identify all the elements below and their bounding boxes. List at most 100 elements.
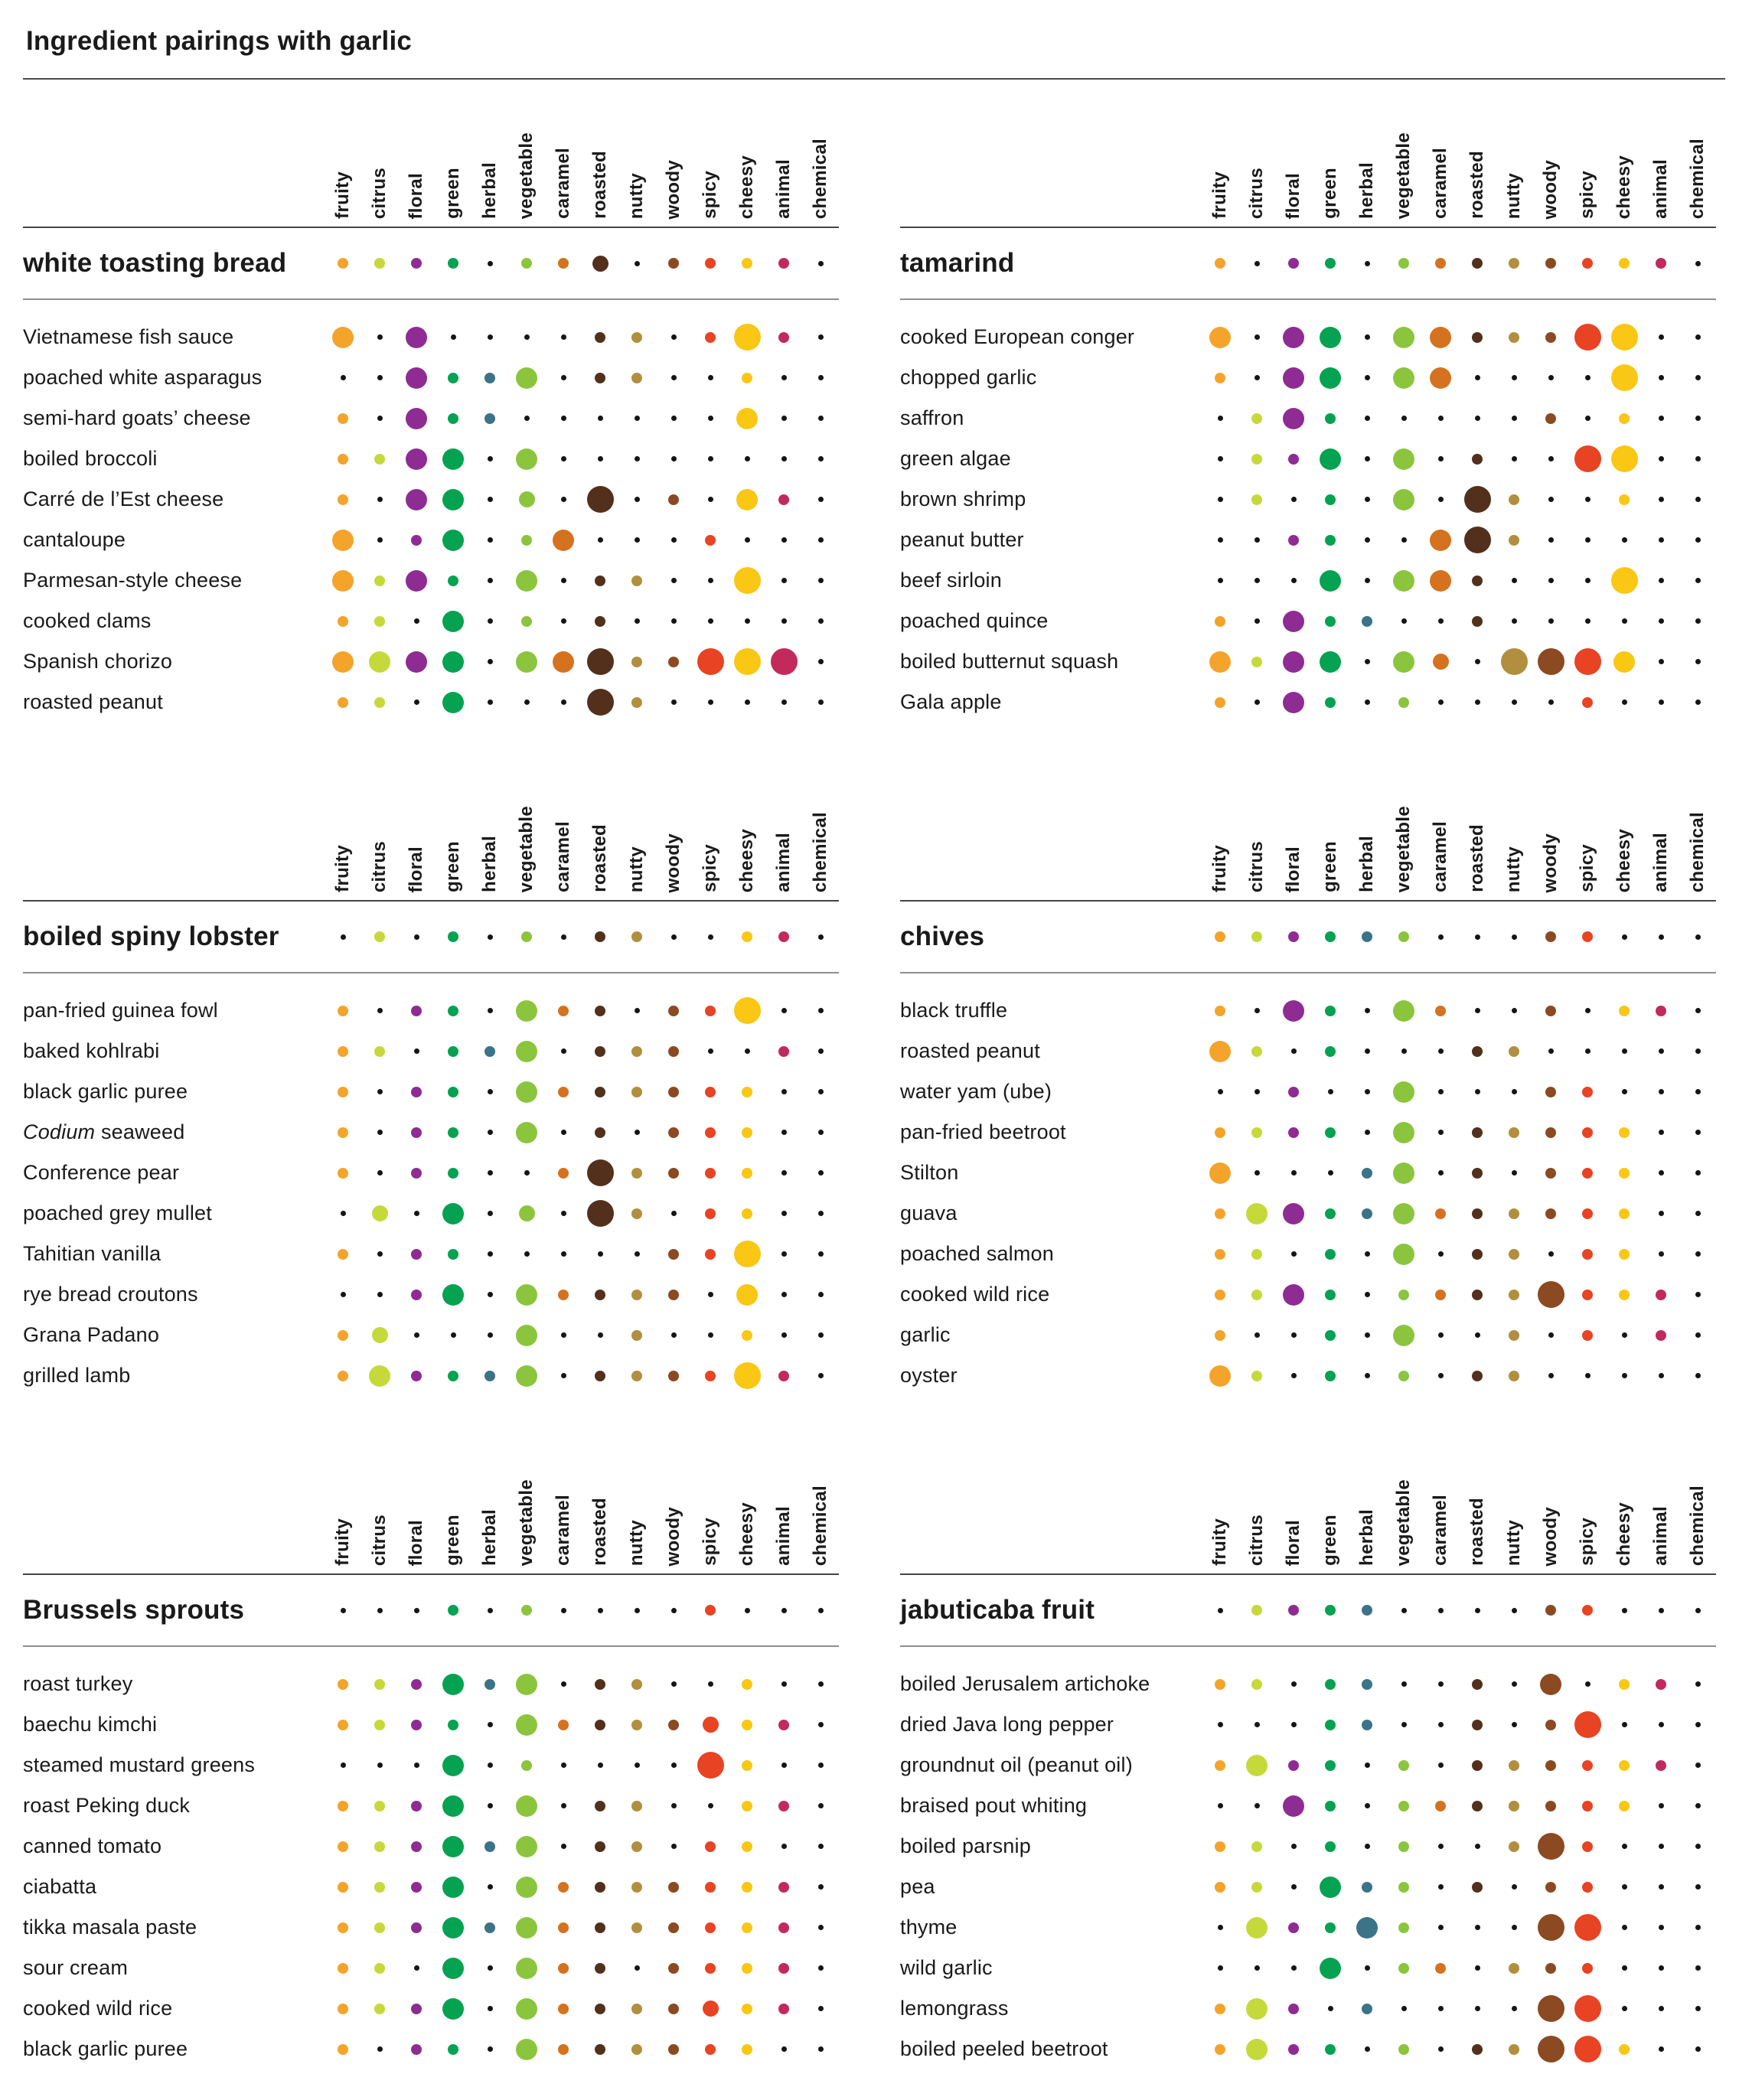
dot-cell-caramel [1422,1048,1459,1054]
row-label: groundnut oil (peanut oil) [900,1753,1133,1776]
dot-cell-woody [655,2043,692,2055]
vegetable-dot [1393,1121,1414,1143]
woody-dot [670,1211,677,1216]
chemical-dot [817,699,824,705]
dot-cell-floral [1275,1170,1312,1176]
woody-dot [1545,1800,1556,1811]
cheesy-dot [1619,2043,1630,2055]
category-cell-nutty: nutty [1496,173,1532,219]
category-cell-floral: floral [1275,1520,1312,1566]
dot-cell-spicy [692,1803,729,1808]
roasted-dot [1472,1045,1483,1057]
dot-cell-chemical [802,456,839,461]
dot-cell-nutty [1496,534,1532,546]
dot-cell-caramel [1422,1130,1459,1135]
dot-cell-vegetable [508,1205,545,1221]
dot-cell-animal [1643,1678,1679,1690]
dot-cell-citrus [361,2003,398,2014]
dot-cell-chemical [802,1373,839,1378]
cheesy-dot [1621,618,1627,624]
dot-cell-fruity [325,1211,361,1216]
category-cell-animal: animal [1643,159,1679,219]
dot-cell-nutty [1496,648,1532,675]
dot-cell-woody [655,1922,692,1933]
category-cell-roasted: roasted [1459,824,1496,892]
dot-cell-nutty [618,656,655,667]
dot-cell-caramel [545,1251,582,1257]
dot-cell-animal [765,375,802,380]
table-row: pan-fried beetroot [900,1112,1716,1153]
woody-dot [1545,1086,1556,1097]
roasted-dot [1474,1089,1480,1094]
dot-cell-caramel [545,578,582,583]
dot-cell-green [1312,1759,1349,1771]
category-cell-chemical: chemical [1679,139,1716,219]
herbal-dot [1362,1719,1372,1730]
dot-cell-spicy [1569,1711,1606,1738]
table-row: ciabatta [23,1867,839,1907]
dot-cell-chemical [1679,1008,1716,1013]
dot-cell-animal [765,1170,802,1176]
herbal-dot [487,1884,493,1890]
dot-cell-floral [398,1086,435,1097]
dot-cell-herbal [471,334,508,340]
woody-dot [668,1045,679,1057]
caramel-dot [1437,2046,1444,2052]
dot-cell-herbal [471,1607,508,1613]
dot-cell-vegetable [508,367,545,389]
chemical-dot [1695,1292,1701,1297]
spicy-dot [1582,931,1593,942]
chemical-dot [817,659,824,664]
dot-cell-herbal [1349,497,1385,502]
woody-dot [1545,1127,1556,1138]
cheesy-dot [1610,445,1638,472]
floral-dot [413,1607,419,1613]
dot-cell-spicy [692,1248,729,1260]
dot-cell-caramel [545,375,582,380]
caramel-dot [558,1922,569,1933]
title-divider [23,78,1725,80]
dot-cell-animal [1643,1170,1679,1176]
category-label-woody: woody [1540,159,1561,220]
fruity-dot [338,615,348,627]
row-label: braised pout whiting [900,1794,1088,1817]
dot-cell-fruity [325,1800,361,1811]
spicy-dot [1584,375,1591,380]
dot-cell-spicy [692,258,729,269]
citrus-dot [1254,578,1260,583]
woody-dot [1548,578,1554,583]
dot-cell-cheesy [1606,412,1643,424]
row-label: pan-fried guinea fowl [23,999,218,1022]
dot-cell-nutty [618,696,655,708]
dot-cell-citrus [361,537,398,543]
dot-cell-caramel [545,1086,582,1097]
woody-dot [1545,1005,1556,1016]
category-cell-green: green [1312,841,1349,892]
floral-dot [1283,326,1304,348]
floral-dot [1288,931,1299,942]
cheesy-dot [1621,1965,1627,1971]
dot-cell-caramel [1422,1005,1459,1016]
woody-dot [670,1607,677,1613]
spicy-dot [705,2043,716,2055]
dot-cell-vegetable [1385,1370,1422,1381]
citrus-dot [374,931,385,942]
dot-cell-citrus [1238,1089,1275,1094]
dot-cell-citrus [361,1205,398,1221]
cheesy-dot [742,1841,752,1852]
roasted-dot [597,456,603,461]
dot-cell-chemical [802,334,839,340]
dot-cell-vegetable [1385,448,1422,470]
green-dot [1325,1370,1336,1381]
row-label: black garlic puree [23,1080,188,1103]
dot-cell-roasted [1459,699,1496,705]
floral-dot [411,1127,422,1138]
dot-cell-cheesy [729,1362,765,1389]
dot-cell-vegetable [1385,2006,1422,2011]
dot-cell-herbal [471,1922,508,1933]
dot-cell-woody [1532,1833,1569,1860]
dot-cell-chemical [802,1170,839,1176]
dot-cell-herbal [471,1045,508,1057]
dot-cell-chemical [802,1211,839,1216]
row-label: thyme [900,1916,958,1939]
